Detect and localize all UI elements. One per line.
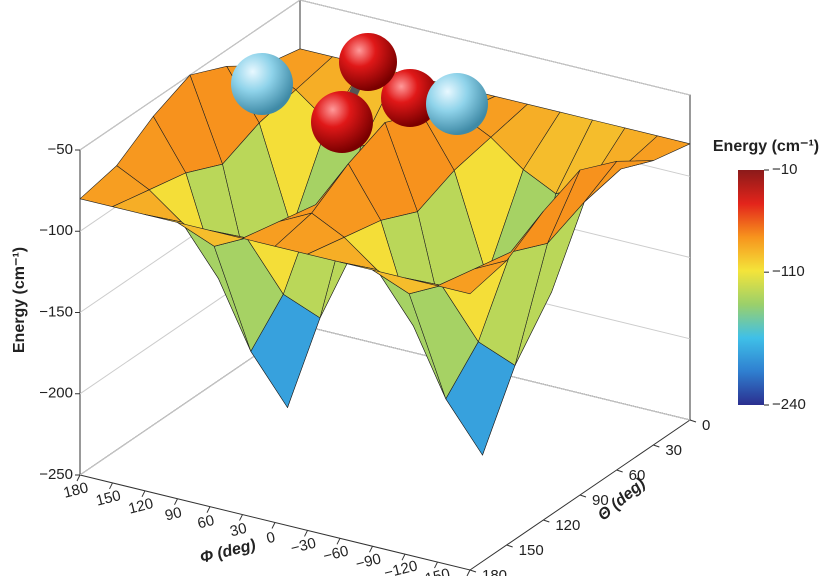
y-tick — [507, 545, 513, 547]
y-tick-label: 120 — [555, 517, 580, 534]
z-tick-label: −100 — [39, 222, 73, 239]
atom — [231, 53, 293, 115]
colorbar-tick-label: −10 — [772, 161, 797, 178]
y-tick-label: 150 — [519, 542, 544, 559]
x-tick — [272, 523, 275, 529]
y-tick — [617, 470, 623, 472]
y-tick-label: 30 — [665, 442, 682, 459]
y-tick-label: 90 — [592, 492, 609, 509]
colorbar-label: Energy (cm⁻¹) — [713, 138, 819, 155]
y-tick — [580, 495, 586, 497]
atom — [426, 73, 488, 135]
x-tick-label: −30 — [289, 535, 318, 558]
x-tick-label: 60 — [196, 512, 216, 533]
x-tick-label: 30 — [228, 520, 248, 541]
x-tick-label: −60 — [321, 542, 350, 565]
x-tick-label: 150 — [94, 487, 122, 510]
x-tick-label: −90 — [354, 550, 383, 573]
x-tick-label: −120 — [382, 557, 419, 576]
y-tick — [543, 520, 549, 522]
z-tick-label: −200 — [39, 385, 73, 402]
y-tick-label: 60 — [629, 467, 646, 484]
chart: Energy (cm⁻¹) Φ (deg) Θ (deg) Energy (cm… — [0, 0, 830, 576]
z-tick-label: −50 — [48, 141, 73, 158]
y-tick-label: 0 — [702, 417, 710, 434]
y-tick-label: 180 — [482, 567, 507, 576]
y-tick — [470, 570, 476, 572]
colorbar-tick-label: −110 — [772, 263, 805, 280]
atom — [311, 91, 373, 153]
y-tick — [690, 420, 696, 422]
colorbar — [738, 170, 764, 405]
x-tick-label: 0 — [265, 529, 277, 548]
x-tick-label: 90 — [163, 504, 183, 525]
colorbar-tick-label: −240 — [772, 396, 806, 413]
y-tick — [653, 445, 659, 447]
z-axis-label: Energy (cm⁻¹) — [11, 247, 28, 353]
x-axis-label: Φ (deg) — [198, 537, 257, 567]
atom — [339, 33, 397, 91]
x-tick-label: −150 — [415, 565, 452, 576]
z-tick-label: −150 — [39, 303, 73, 320]
x-tick-label: 120 — [127, 495, 155, 518]
z-tick-label: −250 — [39, 466, 73, 483]
